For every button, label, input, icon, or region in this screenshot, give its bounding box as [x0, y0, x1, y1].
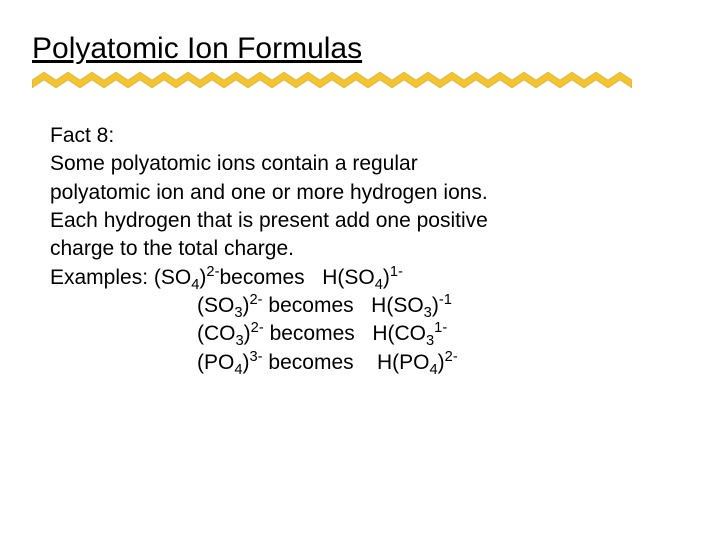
zigzag-icon — [32, 68, 632, 92]
body-text-line: Some polyatomic ions contain a regular — [50, 150, 592, 178]
formula-from: (SO3)2- — [197, 294, 263, 317]
example-row: (CO3)2- becomes H(CO31- — [50, 320, 592, 348]
body-text-line: Each hydrogen that is present add one po… — [50, 207, 592, 235]
body-text-line: polyatomic ion and one or more hydrogen … — [50, 179, 592, 207]
body-text-line: charge to the total charge. — [50, 235, 592, 263]
formula-to: H(CO31- — [372, 322, 447, 345]
becomes-word: becomes — [219, 266, 304, 289]
formula-from: (PO4)3- — [197, 351, 263, 374]
example-row: Examples: (SO4)2-becomes H(SO4)1- — [50, 264, 592, 292]
formula-to: H(SO4)1- — [322, 266, 403, 289]
slide-title: Polyatomic Ion Formulas — [32, 32, 700, 66]
slide-body: Fact 8: Some polyatomic ions contain a r… — [32, 122, 592, 377]
formula-to: H(PO4)2- — [377, 351, 458, 374]
formula-to: H(SO3)-1 — [371, 294, 452, 317]
becomes-word: becomes — [270, 322, 355, 345]
example-row: (SO3)2- becomes H(SO3)-1 — [50, 292, 592, 320]
becomes-word: becomes — [268, 351, 353, 374]
becomes-word: becomes — [268, 294, 353, 317]
examples-label: Examples: — [50, 266, 148, 289]
formula-from: (CO3)2- — [197, 322, 264, 345]
formula-from: (SO4)2- — [154, 266, 220, 289]
title-underline-decor — [32, 68, 700, 98]
fact-label: Fact 8: — [50, 122, 592, 150]
example-row: (PO4)3- becomes H(PO4)2- — [50, 349, 592, 377]
